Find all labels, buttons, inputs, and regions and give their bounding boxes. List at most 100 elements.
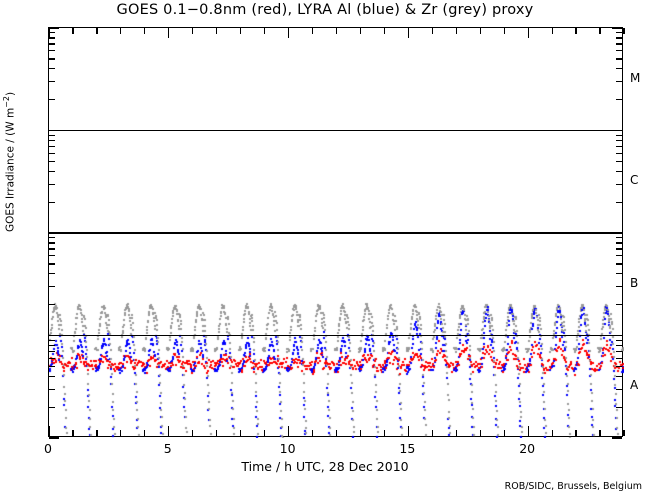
x-major-tick xyxy=(168,426,170,436)
y-minor-tick xyxy=(616,242,622,244)
y-minor-tick xyxy=(49,344,55,347)
y-minor-tick xyxy=(616,304,622,306)
y-major-tick xyxy=(49,27,59,29)
class-threshold-line-B xyxy=(49,334,622,337)
x-minor-tick xyxy=(599,430,601,436)
y-minor-tick xyxy=(49,273,55,275)
flare-class-label-M: M xyxy=(630,70,641,85)
y-minor-tick xyxy=(49,263,55,265)
x-minor-tick xyxy=(479,28,481,34)
y-major-tick xyxy=(49,437,59,439)
y-major-tick xyxy=(612,334,622,337)
y-minor-tick xyxy=(49,139,55,142)
y-minor-tick xyxy=(616,350,622,353)
y-minor-tick xyxy=(616,81,622,83)
y-minor-tick xyxy=(49,388,55,390)
x-minor-tick xyxy=(311,430,314,436)
y-minor-tick xyxy=(616,139,622,142)
y-minor-tick xyxy=(49,134,55,136)
x-axis-title: Time / h UTC, 28 Dec 2010 xyxy=(241,459,409,474)
y-minor-tick xyxy=(49,68,55,70)
x-minor-tick xyxy=(144,430,146,436)
x-minor-tick xyxy=(431,28,433,34)
y-minor-tick xyxy=(616,134,622,136)
y-minor-tick xyxy=(616,183,622,185)
x-minor-tick xyxy=(503,28,505,34)
x-minor-tick xyxy=(96,28,98,34)
x-minor-tick xyxy=(240,28,242,34)
x-minor-tick xyxy=(72,430,74,436)
x-minor-tick xyxy=(264,430,266,436)
x-minor-tick xyxy=(455,28,457,34)
flare-class-label-B: B xyxy=(630,275,639,290)
x-minor-tick xyxy=(335,28,338,34)
x-minor-tick xyxy=(240,430,242,436)
y-minor-tick xyxy=(49,152,55,154)
x-minor-tick xyxy=(575,28,577,34)
y-minor-tick xyxy=(49,183,55,185)
x-minor-tick xyxy=(120,28,122,34)
class-threshold-line-C xyxy=(49,232,622,234)
x-minor-tick xyxy=(383,430,385,436)
x-minor-tick xyxy=(623,430,625,436)
x-minor-tick xyxy=(479,430,481,436)
x-axis-label: 10 xyxy=(279,441,296,456)
y-axis-title: GOES Irradiance / (W m−2) xyxy=(2,91,17,232)
y-minor-tick xyxy=(49,350,55,353)
x-minor-tick xyxy=(264,28,266,34)
x-minor-tick xyxy=(72,28,74,34)
y-minor-tick xyxy=(49,43,55,45)
y-minor-tick xyxy=(616,273,622,275)
x-major-tick xyxy=(48,28,50,38)
y-minor-tick xyxy=(616,152,622,154)
plot-frame xyxy=(48,27,625,439)
y-minor-tick xyxy=(616,160,622,163)
y-minor-tick xyxy=(49,304,55,306)
y-minor-tick xyxy=(49,32,55,34)
y-minor-tick xyxy=(616,237,622,239)
y-minor-tick xyxy=(616,145,622,148)
y-minor-tick xyxy=(49,201,55,203)
y-minor-tick xyxy=(49,286,55,288)
y-minor-tick xyxy=(49,339,55,341)
y-minor-tick xyxy=(616,339,622,341)
x-minor-tick xyxy=(311,28,314,34)
x-minor-tick xyxy=(623,28,625,34)
x-major-tick xyxy=(287,28,290,38)
x-minor-tick xyxy=(120,430,122,436)
x-minor-tick xyxy=(551,430,553,436)
x-minor-tick xyxy=(503,430,505,436)
x-axis-label: 15 xyxy=(399,441,416,456)
x-major-tick xyxy=(287,426,290,436)
y-minor-tick xyxy=(49,357,55,359)
x-minor-tick xyxy=(575,430,577,436)
x-minor-tick xyxy=(359,28,362,34)
x-minor-tick xyxy=(216,430,218,436)
y-minor-tick xyxy=(49,237,55,239)
y-minor-tick xyxy=(616,43,622,45)
y-minor-tick xyxy=(616,32,622,34)
x-minor-tick xyxy=(144,28,146,34)
y-minor-tick xyxy=(616,263,622,265)
y-minor-tick xyxy=(616,286,622,288)
y-major-tick xyxy=(612,437,622,439)
flare-class-label-A: A xyxy=(630,378,639,393)
y-minor-tick xyxy=(616,365,622,368)
y-minor-tick xyxy=(49,375,55,377)
y-major-tick xyxy=(49,129,59,132)
x-minor-tick xyxy=(359,430,362,436)
y-minor-tick xyxy=(49,50,55,52)
y-major-tick xyxy=(49,334,59,337)
y-major-tick xyxy=(612,129,622,132)
page-title: GOES 0.1−0.8nm (red), LYRA Al (blue) & Z… xyxy=(116,2,534,18)
y-minor-tick xyxy=(616,357,622,359)
x-minor-tick xyxy=(192,430,194,436)
y-minor-tick xyxy=(49,255,55,257)
x-major-tick xyxy=(168,28,170,38)
x-major-tick xyxy=(527,426,529,436)
x-minor-tick xyxy=(551,28,553,34)
x-minor-tick xyxy=(383,28,385,34)
x-major-tick xyxy=(407,426,409,436)
y-minor-tick xyxy=(49,248,55,250)
